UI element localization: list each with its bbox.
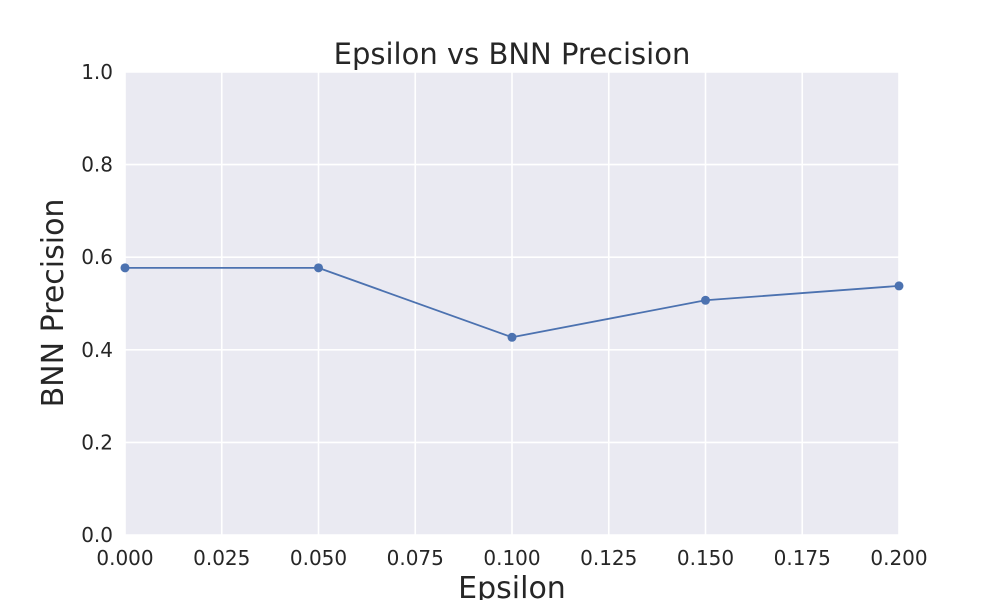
- y-axis-ticks: 0.0 0.2 0.4 0.6 0.8 1.0: [81, 60, 113, 547]
- data-point: [507, 332, 517, 342]
- y-tick-label: 0.6: [81, 245, 113, 269]
- y-tick-label: 1.0: [81, 60, 113, 84]
- x-tick-label: 0.100: [483, 546, 540, 570]
- y-tick-label: 0.0: [81, 523, 113, 547]
- data-point: [701, 295, 710, 305]
- chart-title: Epsilon vs BNN Precision: [334, 37, 691, 71]
- x-tick-label: 0.150: [677, 546, 734, 570]
- data-point: [894, 281, 904, 291]
- x-axis-ticks: 0.000 0.025 0.050 0.075 0.100 0.125 0.150 0.175…: [96, 546, 927, 570]
- x-tick-label: 0.175: [774, 546, 831, 570]
- y-tick-label: 0.2: [81, 430, 113, 454]
- x-tick-label: 0.075: [387, 546, 444, 570]
- y-tick-label: 0.4: [81, 338, 113, 362]
- y-axis-label: BNN Precision: [36, 199, 71, 408]
- x-axis-label: Epsilon: [458, 571, 566, 600]
- grid-lines: [124, 71, 900, 536]
- x-tick-label: 0.025: [193, 546, 250, 570]
- x-tick-label: 0.000: [96, 546, 153, 570]
- x-tick-label: 0.050: [290, 546, 347, 570]
- data-point: [120, 263, 130, 273]
- series-layer: [120, 263, 904, 342]
- x-tick-label: 0.200: [870, 546, 927, 570]
- x-tick-label: 0.125: [580, 546, 637, 570]
- y-tick-label: 0.8: [81, 153, 113, 177]
- data-point: [314, 263, 323, 273]
